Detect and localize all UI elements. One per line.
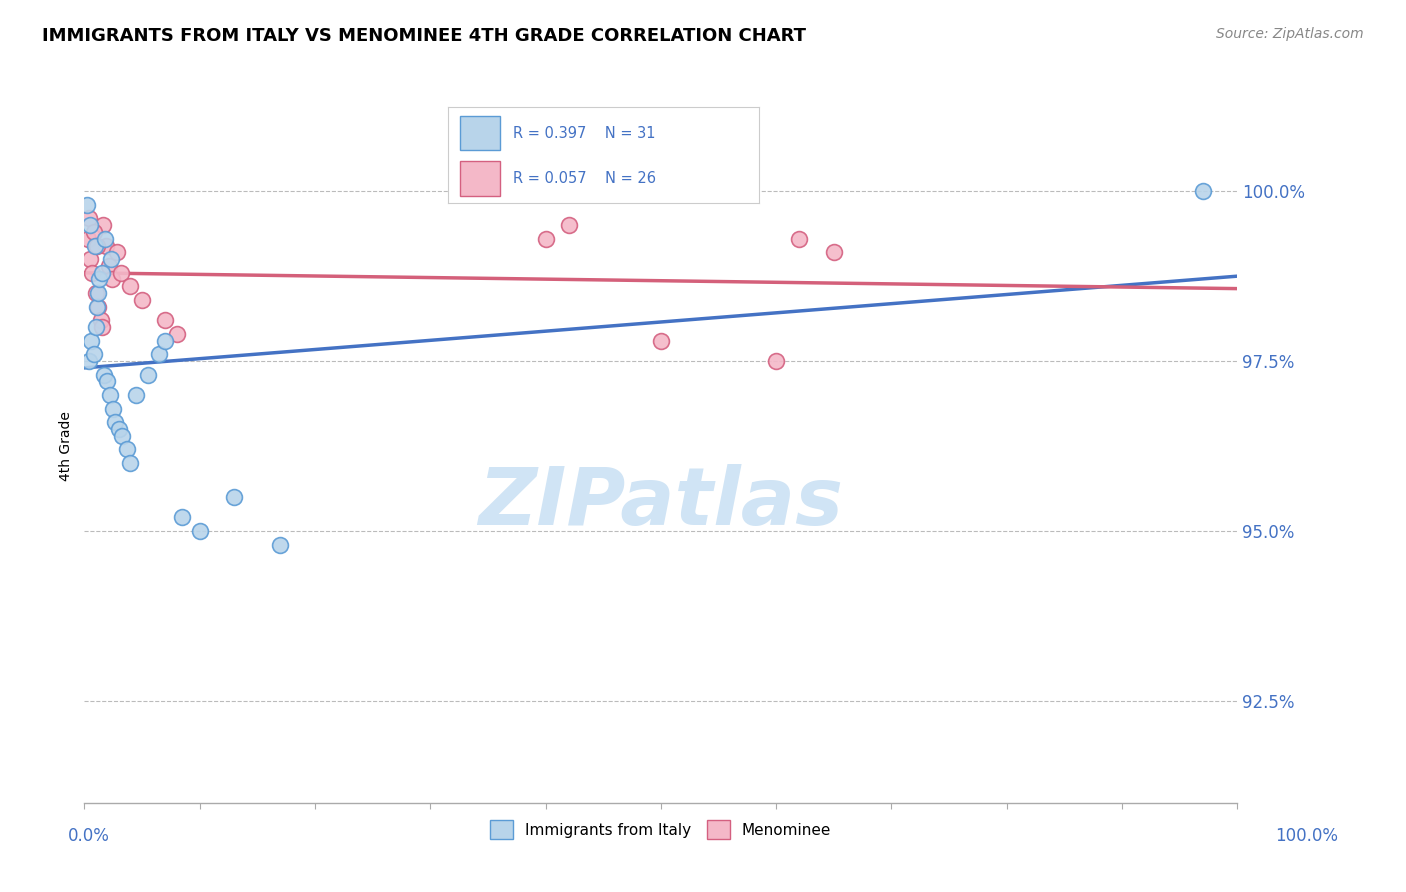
Text: Source: ZipAtlas.com: Source: ZipAtlas.com	[1216, 27, 1364, 41]
Point	[101, 272, 124, 286]
Point	[91, 218, 114, 232]
Text: ZIPatlas: ZIPatlas	[478, 464, 844, 542]
Point	[110, 266, 132, 280]
Point	[104, 415, 127, 429]
Point	[87, 286, 110, 301]
Point	[100, 252, 122, 266]
Point	[650, 334, 672, 348]
Point	[89, 272, 111, 286]
Point	[98, 388, 121, 402]
Point	[77, 354, 100, 368]
Point	[94, 232, 117, 246]
Point	[79, 252, 101, 266]
Point	[188, 524, 211, 538]
Point	[90, 320, 112, 334]
Point	[111, 429, 134, 443]
Point	[79, 218, 101, 232]
Point	[557, 218, 579, 232]
Text: 100.0%: 100.0%	[1275, 827, 1339, 845]
Point	[93, 368, 115, 382]
Point	[83, 238, 105, 252]
Point	[103, 401, 124, 416]
Y-axis label: 4th Grade: 4th Grade	[59, 411, 73, 481]
Point	[82, 266, 104, 280]
Point	[136, 368, 159, 382]
Point	[1191, 184, 1213, 198]
Point	[87, 300, 110, 314]
Point	[90, 266, 112, 280]
Point	[534, 232, 557, 246]
Point	[89, 313, 111, 327]
Point	[115, 442, 138, 457]
Point	[153, 334, 176, 348]
Point	[823, 245, 845, 260]
Legend: Immigrants from Italy, Menominee: Immigrants from Italy, Menominee	[484, 814, 838, 845]
Text: IMMIGRANTS FROM ITALY VS MENOMINEE 4TH GRADE CORRELATION CHART: IMMIGRANTS FROM ITALY VS MENOMINEE 4TH G…	[42, 27, 806, 45]
Point	[83, 225, 105, 239]
Point	[84, 320, 107, 334]
Point	[86, 300, 108, 314]
Point	[131, 293, 153, 307]
Point	[96, 238, 118, 252]
Point	[120, 456, 142, 470]
Point	[148, 347, 170, 361]
Point	[83, 347, 105, 361]
Point	[77, 211, 100, 226]
Text: 0.0%: 0.0%	[67, 827, 110, 845]
Point	[153, 313, 176, 327]
Point	[108, 422, 131, 436]
Point	[166, 326, 188, 341]
Point	[84, 286, 107, 301]
Point	[80, 334, 103, 348]
Point	[86, 238, 108, 252]
Point	[97, 259, 120, 273]
Point	[787, 232, 810, 246]
Point	[96, 375, 118, 389]
Point	[172, 510, 194, 524]
Point	[105, 245, 128, 260]
Point	[765, 354, 787, 368]
Point	[224, 490, 246, 504]
Point	[125, 388, 148, 402]
Point	[269, 537, 291, 551]
Point	[120, 279, 142, 293]
Point	[76, 232, 98, 246]
Point	[76, 198, 98, 212]
